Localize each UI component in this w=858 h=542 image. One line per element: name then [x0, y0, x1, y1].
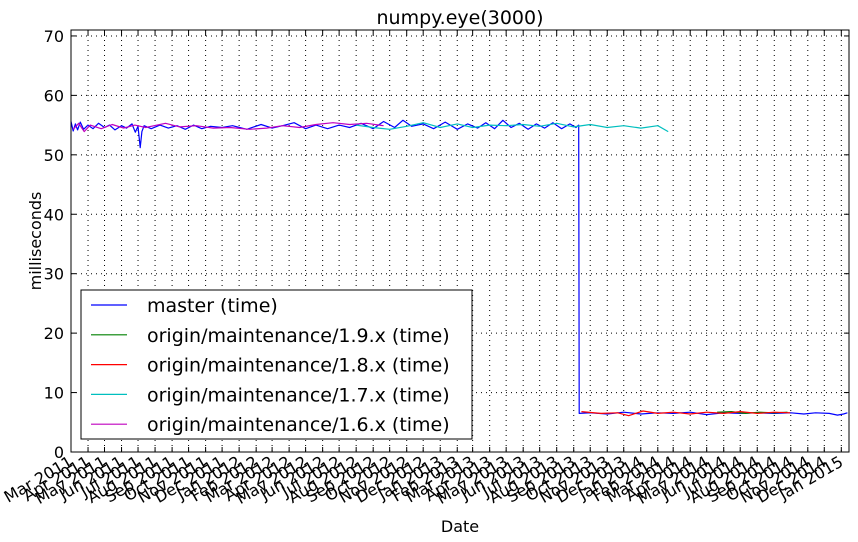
- series-line-3: [356, 122, 669, 133]
- legend-label: origin/maintenance/1.6.x (time): [147, 414, 450, 436]
- y-tick-label: 60: [44, 86, 64, 105]
- legend: master (time) origin/maintenance/1.9.x (t…: [80, 289, 473, 440]
- y-axis-title: milliseconds: [26, 192, 45, 291]
- series-line-2: [581, 410, 791, 417]
- y-axis-ticks: 0 10 20 30 40 50 60 70: [44, 27, 849, 462]
- y-tick-label: 50: [44, 146, 64, 165]
- y-tick-label: 40: [44, 205, 64, 224]
- legend-label: origin/maintenance/1.9.x (time): [147, 325, 450, 347]
- chart-title: numpy.eye(3000): [376, 7, 543, 29]
- series-lines: [70, 119, 848, 417]
- y-tick-label: 20: [44, 324, 64, 343]
- x-axis-title: Date: [441, 517, 479, 536]
- y-tick-label: 70: [44, 27, 64, 46]
- legend-label: master (time): [147, 295, 278, 317]
- legend-label: origin/maintenance/1.7.x (time): [147, 384, 450, 406]
- y-tick-label: 30: [44, 265, 64, 284]
- legend-label: origin/maintenance/1.8.x (time): [147, 355, 450, 377]
- series-line-4: [72, 122, 384, 133]
- grid: [70, 30, 849, 452]
- y-tick-label: 10: [44, 384, 64, 403]
- legend-box: [80, 289, 473, 440]
- y-tick-label: 0: [54, 443, 64, 462]
- plot-area-frame: [70, 29, 850, 453]
